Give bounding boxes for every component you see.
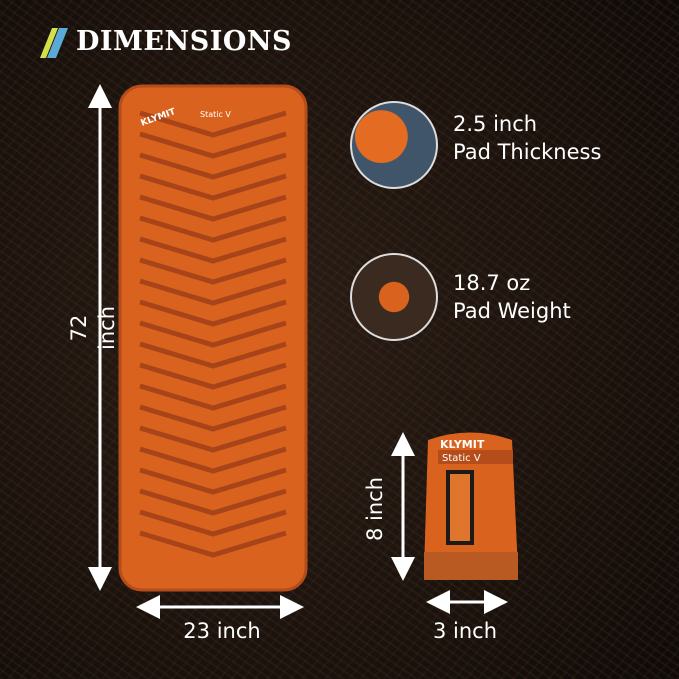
spec-thickness-value: 2.5 inch	[453, 112, 538, 136]
pad-chevron	[139, 215, 287, 243]
width-label: 23 inch	[183, 619, 261, 643]
pad-chevron	[139, 110, 287, 138]
pad-chevron	[139, 488, 287, 516]
pad-chevron	[139, 257, 287, 285]
stuff-sack: KLYMIT Static V	[424, 432, 518, 580]
length-label: 72 inch	[67, 306, 119, 350]
pad-chevron	[139, 236, 287, 264]
sleeping-pad: KLYMIT Static V	[118, 84, 308, 592]
page-title: DIMENSIONS	[76, 26, 293, 57]
pad-chevron	[139, 362, 287, 390]
mat-model: Static V	[200, 110, 231, 119]
pad-chevron	[139, 425, 287, 453]
sack-width-label: 3 inch	[432, 619, 498, 643]
spec-weight-label: Pad Weight	[453, 299, 571, 323]
packed-pad-photo	[350, 253, 438, 341]
pad-chevron	[139, 509, 287, 537]
pad-chevron	[139, 152, 287, 180]
pad-chevron	[139, 320, 287, 348]
sack-brand: KLYMIT	[440, 438, 485, 451]
spec-weight-value: 18.7 oz	[453, 271, 531, 295]
pad-chevron	[139, 383, 287, 411]
sack-model: Static V	[442, 453, 481, 464]
spec-thickness-label: Pad Thickness	[453, 140, 602, 164]
pad-chevron	[139, 131, 287, 159]
pad-chevron	[139, 446, 287, 474]
pad-chevron	[139, 341, 287, 369]
pad-chevron	[139, 278, 287, 306]
sack-height-label: 8 inch	[363, 476, 387, 542]
pad-chevron	[139, 173, 287, 201]
pad-thickness-photo	[350, 101, 438, 189]
pad-chevron	[139, 194, 287, 222]
accent-slash-icon	[40, 28, 68, 58]
pad-chevron	[139, 467, 287, 495]
pad-chevron	[139, 530, 287, 558]
pad-chevron	[139, 404, 287, 432]
pad-chevron	[139, 299, 287, 327]
